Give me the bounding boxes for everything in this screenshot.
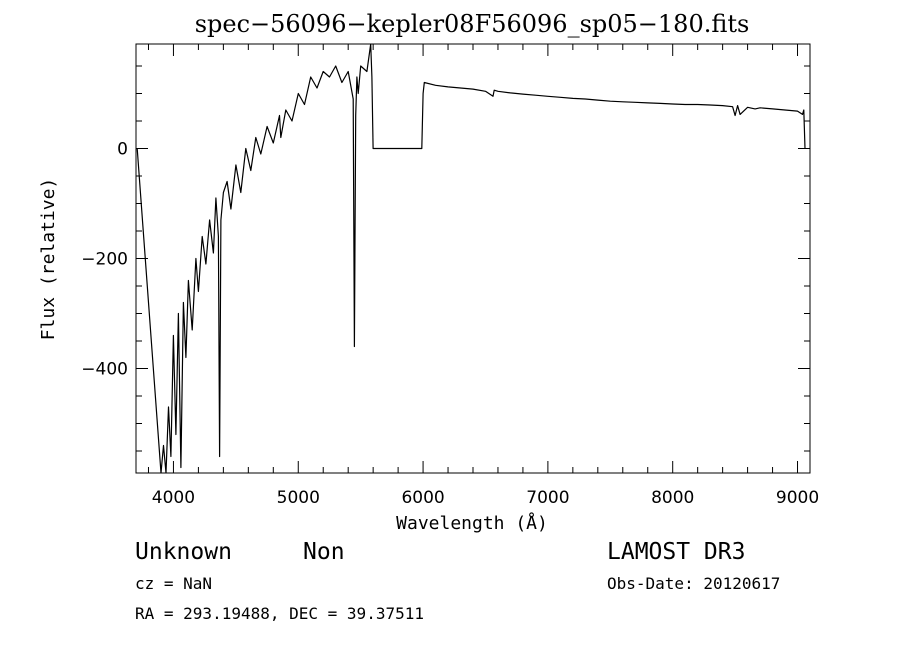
object-class: Unknown <box>135 539 232 565</box>
y-tick-labels: 0 −200 −400 <box>81 140 128 380</box>
y-axis-label: Flux (relative) <box>38 178 59 341</box>
flux-series-line <box>136 44 806 473</box>
x-tick-label: 9000 <box>776 488 819 508</box>
x-tick-label: 4000 <box>152 488 195 508</box>
survey-name: LAMOST DR3 <box>607 539 745 565</box>
coordinates: RA = 293.19488, DEC = 39.37511 <box>135 604 424 623</box>
redshift-cz: cz = NaN <box>135 574 212 593</box>
x-axis-label: Wavelength (Å) <box>396 512 548 534</box>
x-tick-label: 7000 <box>526 488 569 508</box>
x-tick-label: 8000 <box>651 488 694 508</box>
y-tick-label: −200 <box>81 250 128 270</box>
observation-date: Obs-Date: 20120617 <box>607 574 780 593</box>
object-subclass: Non <box>303 539 345 565</box>
y-tick-label: −400 <box>81 360 128 380</box>
x-tick-label: 6000 <box>401 488 444 508</box>
x-tick-labels: 4000 5000 6000 7000 8000 9000 <box>152 488 819 508</box>
chart-title: spec−56096−kepler08F56096_sp05−180.fits <box>195 10 750 38</box>
plot-frame <box>135 43 811 474</box>
axis-ticks <box>136 44 810 473</box>
x-tick-label: 5000 <box>277 488 320 508</box>
y-tick-label: 0 <box>117 140 128 160</box>
